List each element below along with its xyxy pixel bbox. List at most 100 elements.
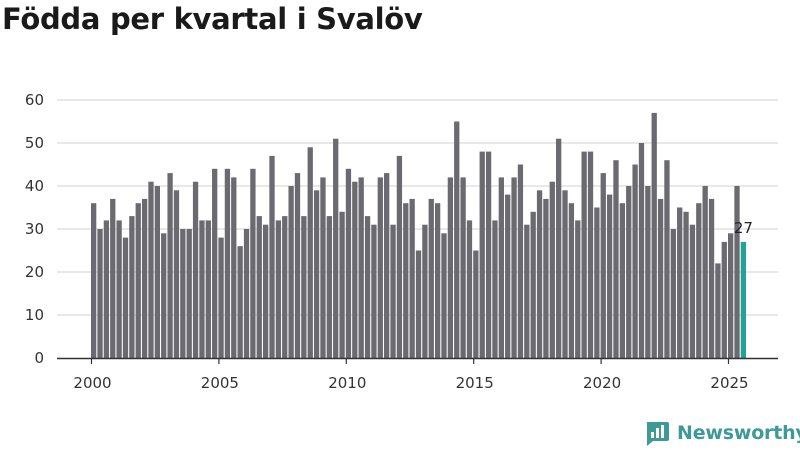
bar <box>212 168 218 358</box>
bar <box>186 229 192 358</box>
bar <box>492 220 498 358</box>
bar <box>530 211 536 358</box>
bar <box>122 237 129 358</box>
bar <box>384 173 390 358</box>
bar <box>505 194 511 358</box>
bar <box>473 250 479 358</box>
bar <box>282 216 288 358</box>
y-tick-label: 30 <box>25 220 44 238</box>
bar <box>568 203 575 358</box>
bar <box>313 190 320 358</box>
bar <box>205 220 211 358</box>
chart-bubble-icon <box>646 422 669 446</box>
bar <box>524 224 530 358</box>
bar <box>479 151 485 358</box>
bar <box>288 186 294 358</box>
bar <box>154 186 160 358</box>
bar <box>536 190 543 358</box>
bar <box>638 143 645 358</box>
bar <box>262 224 269 358</box>
bar <box>409 198 415 358</box>
bar <box>294 173 301 358</box>
bar <box>345 168 352 358</box>
bar <box>677 207 683 358</box>
bar <box>517 164 524 358</box>
bar <box>415 250 422 358</box>
y-axis-ticks: 0 10 20 30 40 50 60 <box>25 91 44 367</box>
bar <box>664 160 670 358</box>
bar <box>600 173 606 358</box>
y-tick-label: 40 <box>25 177 44 195</box>
bar <box>116 220 122 358</box>
bar <box>339 211 345 358</box>
bar <box>250 168 256 358</box>
bar <box>364 216 371 358</box>
bar <box>192 181 199 358</box>
bar <box>683 211 689 358</box>
bar <box>103 220 110 358</box>
bar <box>352 181 358 358</box>
bar <box>110 198 116 358</box>
bar <box>256 216 262 358</box>
y-tick-label: 0 <box>34 349 44 367</box>
bar <box>180 229 186 358</box>
bar <box>141 198 148 358</box>
y-tick-label: 50 <box>25 134 44 152</box>
bar <box>167 173 173 358</box>
x-tick-label: 2025 <box>710 374 748 392</box>
chart-title: Födda per kvartal i Svalöv <box>2 2 423 36</box>
bar <box>619 203 626 358</box>
bar <box>645 186 651 358</box>
bar <box>224 168 231 358</box>
bar <box>715 263 721 358</box>
bar <box>708 198 715 358</box>
y-tick-label: 10 <box>25 306 44 324</box>
bar <box>485 151 492 358</box>
bar <box>422 224 428 358</box>
bar <box>237 246 243 358</box>
bar <box>556 138 562 358</box>
bar <box>326 216 332 358</box>
bar <box>301 216 307 358</box>
bar <box>307 147 313 358</box>
bar <box>91 203 97 358</box>
bar <box>651 112 657 359</box>
bar <box>689 224 696 358</box>
bar <box>434 203 441 358</box>
bar <box>135 203 141 358</box>
bar <box>396 155 403 358</box>
bar <box>199 220 205 358</box>
bar <box>575 220 581 358</box>
bar <box>721 241 727 358</box>
bar <box>657 198 664 358</box>
bar <box>702 186 708 358</box>
bar <box>269 155 275 358</box>
bar <box>549 181 555 358</box>
bar <box>696 203 702 358</box>
y-tick-label: 20 <box>25 263 44 281</box>
bar <box>371 224 377 358</box>
bar <box>333 138 339 358</box>
bar <box>728 233 734 358</box>
bar <box>161 233 167 358</box>
bar <box>460 177 466 358</box>
bar <box>613 160 619 358</box>
bar <box>626 186 632 358</box>
newsworthy-logo: Newsworthy <box>644 419 800 447</box>
bar <box>390 224 396 358</box>
bar <box>498 177 504 358</box>
last-value-label: 27 <box>734 219 753 237</box>
bar <box>447 177 454 358</box>
bar <box>670 229 676 358</box>
brand-name: Newsworthy <box>677 422 800 444</box>
bar-highlight <box>740 241 747 358</box>
bar <box>243 229 250 358</box>
bar <box>632 164 638 358</box>
x-axis: 2000 2005 2010 2015 2020 2025 <box>57 357 778 392</box>
bar <box>173 190 180 358</box>
bar <box>129 216 135 358</box>
bar <box>581 151 587 358</box>
bar <box>587 151 594 358</box>
bar <box>320 177 326 358</box>
